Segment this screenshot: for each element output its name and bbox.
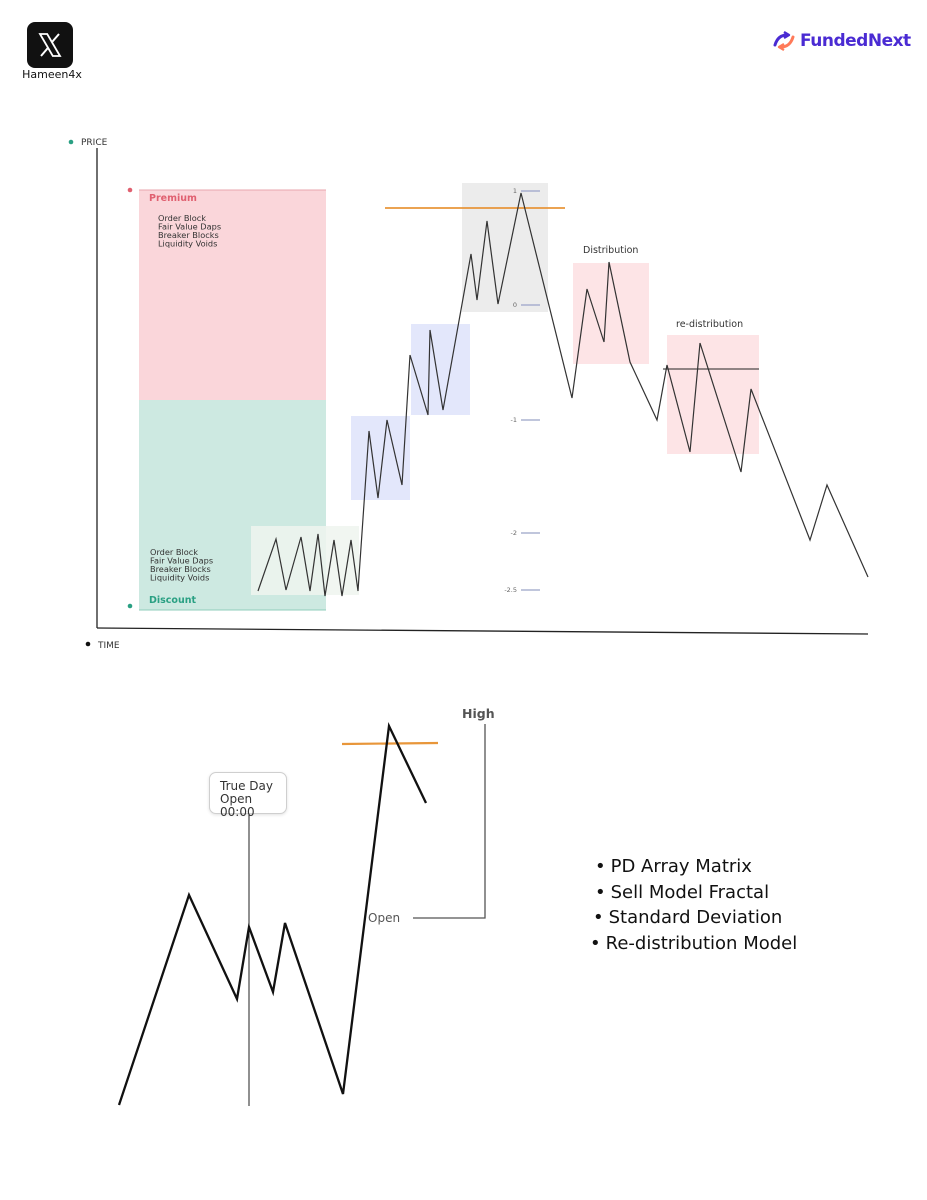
time-axis: [96, 627, 869, 635]
topic-item: Sell Model Fractal: [595, 880, 797, 906]
price-path: [257, 192, 869, 597]
discount-dot: [127, 603, 133, 609]
topics-list: PD Array Matrix Sell Model Fractal Stand…: [560, 854, 798, 957]
distribution-label: Distribution: [583, 245, 638, 256]
std-dev-scale: 1 0 -1 -2 -2.5: [504, 187, 540, 594]
premium-zone: [139, 190, 326, 400]
time-label: TIME: [97, 641, 120, 651]
blue-box-2: [411, 324, 470, 415]
brand-name: FundedNext: [800, 31, 911, 51]
premium-item: Order Block: [158, 213, 206, 223]
redistribution-box: [667, 335, 759, 454]
discount-item: Fair Value Daps: [150, 556, 213, 566]
redistribution-label: re-distribution: [676, 319, 743, 330]
premium-item: Liquidity Voids: [158, 239, 217, 249]
true-day-line-2: Open 00:00: [220, 792, 255, 819]
intraday-price-path: [117, 721, 428, 1106]
discount-item: Order Block: [150, 547, 198, 557]
high-label: High: [462, 706, 495, 721]
fundednext-mark-icon: [773, 30, 795, 52]
true-day-open-callout: True Day Open 00:00: [209, 772, 287, 819]
premium-items: Order Block Fair Value Daps Breaker Bloc…: [158, 213, 221, 249]
std-level: -2: [511, 529, 517, 537]
blue-box-1: [351, 416, 410, 500]
x-glyph-icon: [38, 33, 62, 57]
discount-items: Order Block Fair Value Daps Breaker Bloc…: [150, 547, 213, 583]
open-label: Open: [368, 911, 400, 925]
price-label: PRICE: [81, 138, 108, 148]
premium-label: Premium: [149, 193, 197, 204]
discount-label: Discount: [149, 595, 196, 606]
std-level: 0: [513, 301, 517, 309]
distribution-box: [573, 263, 649, 364]
topic-item: PD Array Matrix: [595, 854, 797, 880]
std-level: -2.5: [504, 586, 517, 594]
premium-item: Fair Value Daps: [158, 222, 221, 232]
brand-logo: FundedNext: [772, 28, 911, 54]
true-day-line-1: True Day: [220, 779, 273, 793]
x-logo-icon: [27, 22, 73, 68]
price-dot: [68, 139, 74, 145]
topic-item: Standard Deviation: [593, 905, 797, 931]
premium-item: Breaker Blocks: [158, 230, 219, 240]
discount-item: Liquidity Voids: [150, 573, 209, 583]
author-handle: Hameen4x: [22, 68, 82, 81]
pd-array-diagram: PRICE TIME Premium Discount Order Block …: [68, 138, 869, 651]
topic-item: Re-distribution Model: [590, 931, 798, 957]
premium-dot: [127, 187, 133, 193]
std-level: 1: [513, 187, 517, 195]
time-dot: [85, 641, 91, 647]
std-level: -1: [511, 416, 517, 424]
discount-item: Breaker Blocks: [150, 564, 211, 574]
true-day-open-diagram: High Open: [117, 706, 495, 1106]
high-level-line: [341, 741, 439, 746]
open-high-connector: [413, 724, 486, 919]
